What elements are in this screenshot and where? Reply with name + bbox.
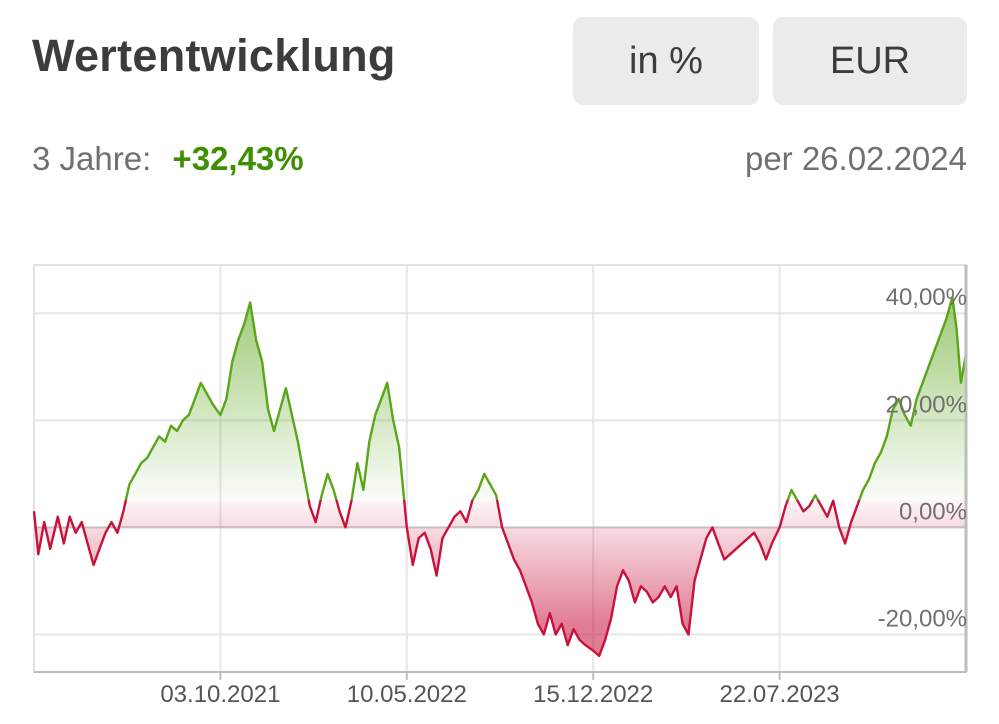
page-title: Wertentwicklung [32,30,396,81]
y-tick-label: 20,00% [886,391,967,418]
performance-summary: 3 Jahre: +32,43% [32,140,304,178]
x-tick-label: 03.10.2021 [160,681,280,708]
y-tick-label: 0,00% [899,498,967,525]
currency-toggle-button[interactable]: EUR [773,17,967,105]
positive-series-line [124,295,968,500]
negative-area [34,500,966,656]
y-tick-label: -20,00% [878,606,967,633]
y-tick-label: 40,00% [886,284,967,311]
as-of-date: per 26.02.2024 [744,140,967,177]
percent-toggle-button[interactable]: in % [573,17,759,105]
negative-series-line [32,500,861,658]
x-tick-label: 10.05.2022 [347,681,467,708]
performance-value: +32,43% [172,140,304,177]
x-tick-label: 22.07.2023 [720,681,840,708]
positive-area [125,297,966,500]
period-label: 3 Jahre: [32,140,152,177]
x-tick-label: 15.12.2022 [533,681,653,708]
